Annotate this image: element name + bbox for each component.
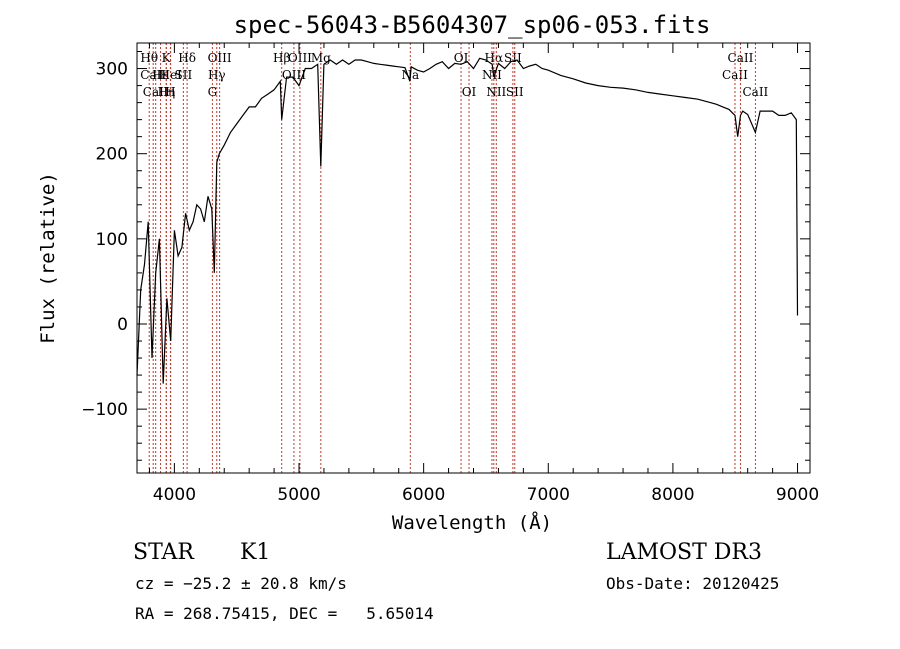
x-tick-label: 4000: [153, 485, 196, 505]
obs-date: Obs-Date: 20120425: [606, 574, 780, 593]
object-class: STAR: [133, 540, 194, 565]
line-label: OI: [454, 51, 469, 65]
coordinates: RA = 268.75415, DEC = 5.65014: [135, 604, 434, 623]
survey-name: LAMOST DR3: [606, 540, 762, 565]
object-subclass: K1: [240, 540, 271, 565]
line-label: SII: [506, 85, 524, 99]
line-label: H: [165, 85, 175, 99]
line-label: Mg: [311, 51, 331, 65]
line-label: CaII: [742, 85, 768, 99]
line-label: OIII: [282, 68, 306, 82]
y-axis-label: Flux (relative): [37, 172, 59, 344]
x-tick-label: 5000: [277, 485, 320, 505]
line-label: CaII: [140, 68, 166, 82]
spectrum-line: [136, 57, 799, 384]
y-tick-label: −100: [81, 400, 128, 420]
line-label: OIII: [288, 51, 312, 65]
redshift-value: cz = −25.2 ± 20.8 km/s: [135, 574, 347, 593]
y-tick-label: 200: [96, 145, 128, 165]
line-label: CaII: [722, 68, 748, 82]
x-tick-label: 7000: [527, 485, 570, 505]
x-tick-label: 9000: [776, 485, 819, 505]
line-label: OI: [462, 85, 477, 99]
x-axis-label: Wavelength (Å): [392, 511, 552, 534]
x-tick-label: 6000: [402, 485, 445, 505]
x-tick-label: 8000: [651, 485, 694, 505]
y-tick-label: 0: [117, 315, 128, 335]
plot-frame: [136, 42, 811, 474]
line-label: CaII: [728, 51, 754, 65]
line-label: Hε: [152, 68, 169, 82]
line-label: Hα: [485, 51, 504, 65]
line-label: CaII: [143, 85, 169, 99]
y-tick-label: 300: [96, 60, 128, 80]
line-label: Hγ: [208, 68, 226, 82]
line-label: NII: [486, 85, 506, 99]
line-label: Hβ: [273, 51, 290, 65]
axis-ticks: 4000 5000 6000 7000 8000 9000 −100 0 100 200 300: [81, 43, 819, 505]
line-label: Hδ: [178, 51, 196, 65]
line-label: NII: [482, 68, 502, 82]
chart-title: spec-56043-B5604307_sp06-053.fits: [234, 11, 711, 39]
line-label: G: [208, 85, 218, 99]
line-label: K: [162, 51, 172, 65]
line-label: SII: [175, 68, 193, 82]
line-label: OIII: [208, 51, 232, 65]
y-tick-label: 100: [96, 230, 128, 250]
line-label: Hθ: [140, 51, 158, 65]
